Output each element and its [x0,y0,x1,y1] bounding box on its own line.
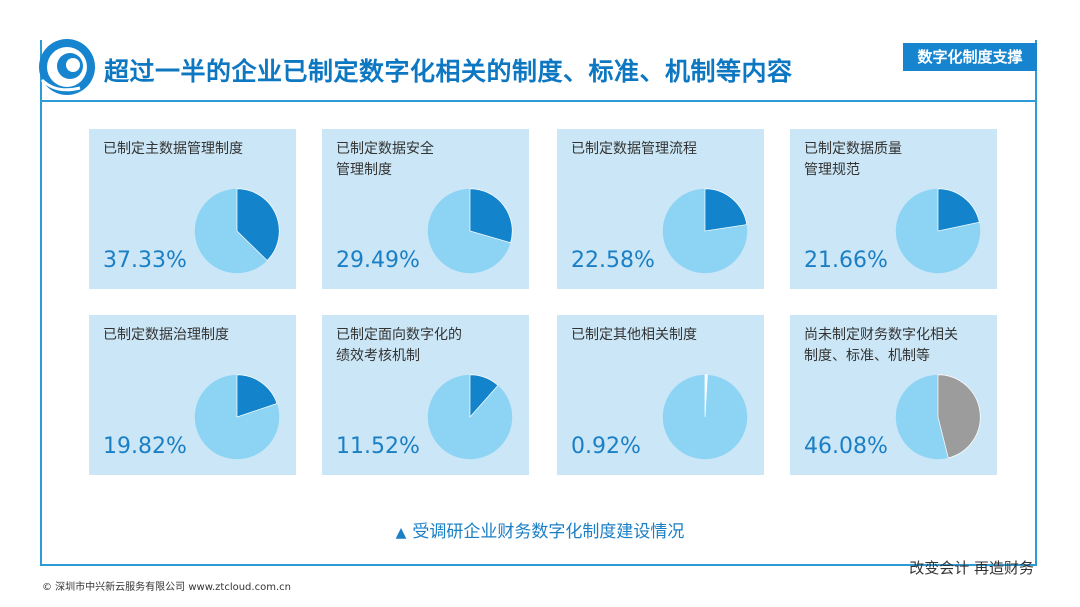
pie-card-label-line: 尚未制定财务数字化相关 [804,327,958,343]
pie-card: 已制定数据质量 管理规范 21.66% [790,129,997,289]
caption-text: 受调研企业财务数字化制度建设情况 [412,522,685,542]
pie-card: 已制定数据安全 管理制度 29.49% [322,129,529,289]
pie-chart [662,188,748,274]
pie-card-label: 尚未制定财务数字化相关 制度、标准、机制等 [804,325,994,367]
pie-card-label-line: 已制定主数据管理制度 [103,141,243,157]
pie-chart [895,188,981,274]
pie-card-label-line: 已制定面向数字化的 [336,327,462,343]
pie-value-label: 21.66% [804,248,888,273]
title-divider [40,100,1037,102]
pie-card-label: 已制定数据安全 管理制度 [336,139,526,181]
pie-value-label: 0.92% [571,434,641,459]
pie-value-label: 37.33% [103,248,187,273]
pie-card-label: 已制定数据治理制度 [103,325,293,346]
pie-card-label: 已制定其他相关制度 [571,325,761,346]
pie-chart [427,188,513,274]
pie-card-label: 已制定数据质量 管理规范 [804,139,994,181]
pie-card: 已制定数据管理流程 22.58% [557,129,764,289]
pie-value-label: 11.52% [336,434,420,459]
pie-value-label: 22.58% [571,248,655,273]
pie-card: 已制定其他相关制度 0.92% [557,315,764,475]
pie-card-label-line: 已制定其他相关制度 [571,327,697,343]
pie-chart [427,374,513,460]
pie-slice-highlight [469,188,513,244]
content-frame [40,40,1037,566]
cloud-logo-icon [39,39,95,95]
pie-card: 已制定数据治理制度 19.82% [89,315,296,475]
slogan: 改变会计 再造财务 [909,559,1034,577]
pie-chart [194,188,280,274]
pie-chart [662,374,748,460]
pie-card: 已制定主数据管理制度 37.33% [89,129,296,289]
pie-chart [194,374,280,460]
pie-slice-highlight [937,374,981,459]
page-title: 超过一半的企业已制定数字化相关的制度、标准、机制等内容 [104,57,793,86]
pie-slice-highlight [236,188,280,262]
pie-slice-highlight [236,374,278,418]
pie-value-label: 19.82% [103,434,187,459]
pie-card-label-line: 管理规范 [804,162,860,178]
pie-card-label-line: 已制定数据治理制度 [103,327,229,343]
pie-card-label: 已制定数据管理流程 [571,139,761,160]
pie-slice-highlight [469,374,499,418]
pie-card: 尚未制定财务数字化相关 制度、标准、机制等 46.08% [790,315,997,475]
pie-chart [895,374,981,460]
pie-card-label: 已制定主数据管理制度 [103,139,293,160]
pie-card-label-line: 绩效考核机制 [336,348,420,364]
triangle-icon: ▲ [395,525,407,541]
pie-card-label-line: 制度、标准、机制等 [804,348,930,364]
pie-value-label: 29.49% [336,248,420,273]
pie-slice-highlight [704,188,748,232]
footer-copyright: © 深圳市中兴新云服务有限公司 www.ztcloud.com.cn [42,582,291,593]
pie-card-label-line: 已制定数据质量 [804,141,902,157]
chart-caption: ▲ 受调研企业财务数字化制度建设情况 [0,517,1080,542]
pie-card-label: 已制定面向数字化的 绩效考核机制 [336,325,526,367]
pie-card-label-line: 已制定数据管理流程 [571,141,697,157]
pie-card: 已制定面向数字化的 绩效考核机制 11.52% [322,315,529,475]
pie-slice-highlight [704,374,708,418]
pie-value-label: 46.08% [804,434,888,459]
pie-card-label-line: 已制定数据安全 [336,141,434,157]
pie-card-label-line: 管理制度 [336,162,392,178]
pie-slice-highlight [937,188,980,232]
section-tag: 数字化制度支撑 [903,43,1037,71]
